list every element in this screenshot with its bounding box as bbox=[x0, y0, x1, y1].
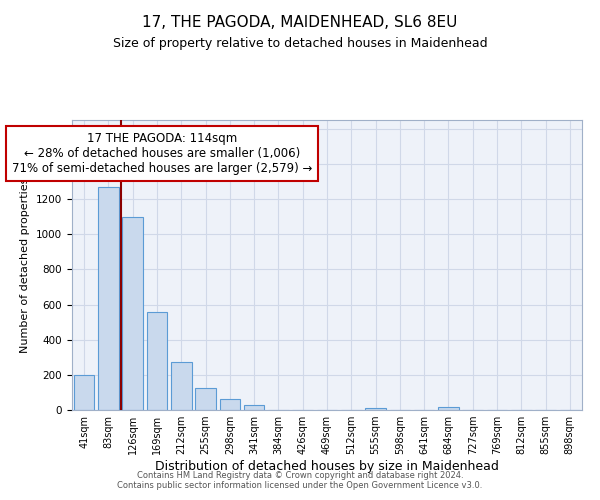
Text: 17, THE PAGODA, MAIDENHEAD, SL6 8EU: 17, THE PAGODA, MAIDENHEAD, SL6 8EU bbox=[142, 15, 458, 30]
Text: 17 THE PAGODA: 114sqm
← 28% of detached houses are smaller (1,006)
71% of semi-d: 17 THE PAGODA: 114sqm ← 28% of detached … bbox=[11, 132, 312, 176]
Bar bbox=[220, 399, 240, 410]
Text: Contains HM Land Registry data © Crown copyright and database right 2024.
Contai: Contains HM Land Registry data © Crown c… bbox=[118, 470, 482, 490]
Bar bbox=[365, 408, 386, 410]
Bar bbox=[98, 187, 119, 410]
Bar bbox=[244, 405, 265, 410]
Bar bbox=[171, 362, 191, 410]
Bar bbox=[195, 388, 216, 410]
Bar bbox=[122, 216, 143, 410]
Bar bbox=[438, 407, 459, 410]
Bar bbox=[146, 312, 167, 410]
X-axis label: Distribution of detached houses by size in Maidenhead: Distribution of detached houses by size … bbox=[155, 460, 499, 473]
Text: Size of property relative to detached houses in Maidenhead: Size of property relative to detached ho… bbox=[113, 38, 487, 51]
Y-axis label: Number of detached properties: Number of detached properties bbox=[20, 178, 31, 352]
Bar bbox=[74, 375, 94, 410]
